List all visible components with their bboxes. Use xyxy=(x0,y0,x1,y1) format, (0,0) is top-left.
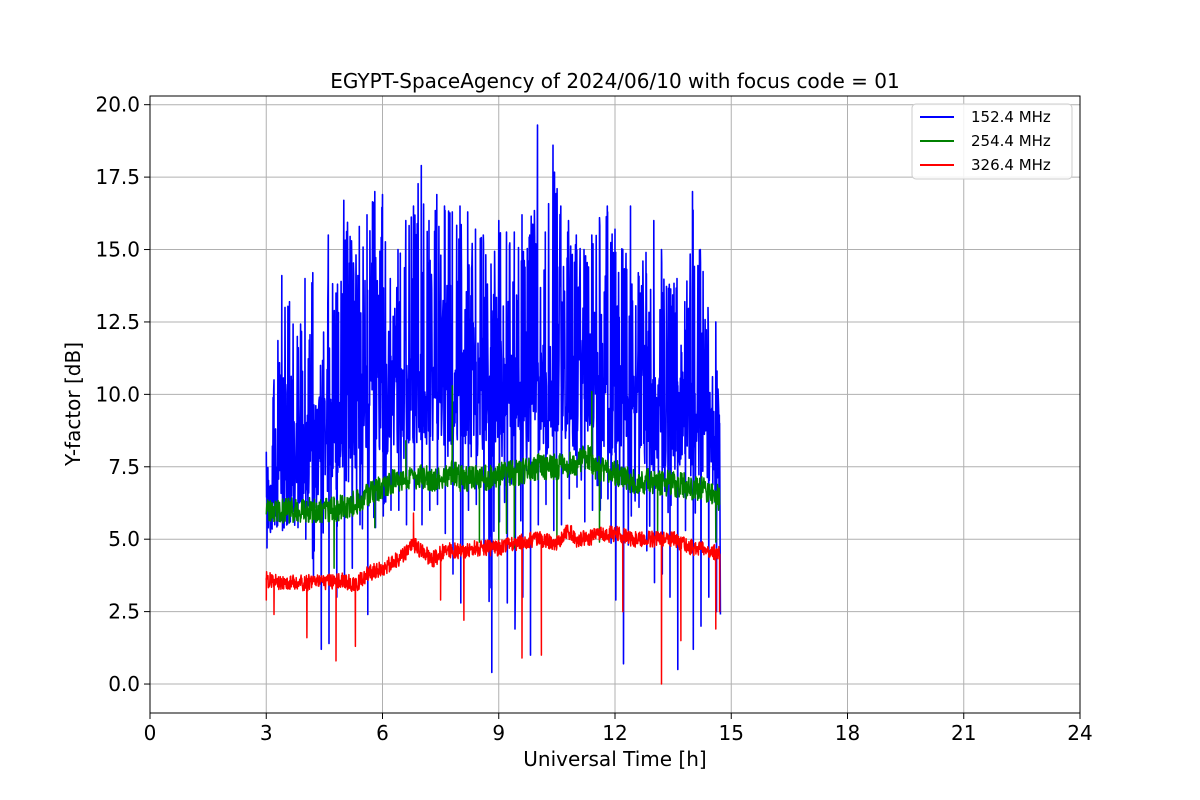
x-tick-label: 3 xyxy=(260,721,273,745)
x-tick-label: 24 xyxy=(1067,721,1092,745)
x-tick-label: 0 xyxy=(144,721,157,745)
series-line-152-4-mhz xyxy=(265,124,722,674)
x-axis-ticks: 0 3 6 9 12 15 18 21 24 xyxy=(144,713,1093,745)
legend: 152.4 MHz 254.4 MHz 326.4 MHz xyxy=(911,103,1073,180)
y-tick-label: 10.0 xyxy=(95,382,140,406)
plot-area xyxy=(265,124,722,685)
legend-box xyxy=(911,103,1073,180)
x-tick-label: 18 xyxy=(835,721,860,745)
chart-title: EGYPT-SpaceAgency of 2024/06/10 with foc… xyxy=(330,69,899,93)
legend-label-326-mhz: 326.4 MHz xyxy=(971,156,1051,174)
y-axis-title: Y-factor [dB] xyxy=(61,342,85,467)
x-tick-label: 21 xyxy=(951,721,976,745)
y-tick-label: 2.5 xyxy=(108,600,140,624)
legend-label-152-mhz: 152.4 MHz xyxy=(971,108,1051,126)
y-tick-label: 5.0 xyxy=(108,527,140,551)
series-line-254-4-mhz xyxy=(265,384,721,569)
y-tick-label: 15.0 xyxy=(95,238,140,262)
y-tick-label: 0.0 xyxy=(108,672,140,696)
y-tick-label: 12.5 xyxy=(95,310,140,334)
x-tick-label: 12 xyxy=(602,721,627,745)
y-tick-label: 20.0 xyxy=(95,93,140,117)
y-tick-label: 17.5 xyxy=(95,165,140,189)
series-line-326-4-mhz xyxy=(265,512,721,685)
x-tick-label: 6 xyxy=(376,721,389,745)
x-tick-label: 15 xyxy=(719,721,744,745)
y-axis-ticks: 0.0 2.5 5.0 7.5 10.0 12.5 15.0 17.5 20.0 xyxy=(95,93,150,696)
legend-label-254-mhz: 254.4 MHz xyxy=(971,132,1051,150)
y-tick-label: 7.5 xyxy=(108,455,140,479)
x-tick-label: 9 xyxy=(492,721,505,745)
x-axis-title: Universal Time [h] xyxy=(523,747,706,771)
